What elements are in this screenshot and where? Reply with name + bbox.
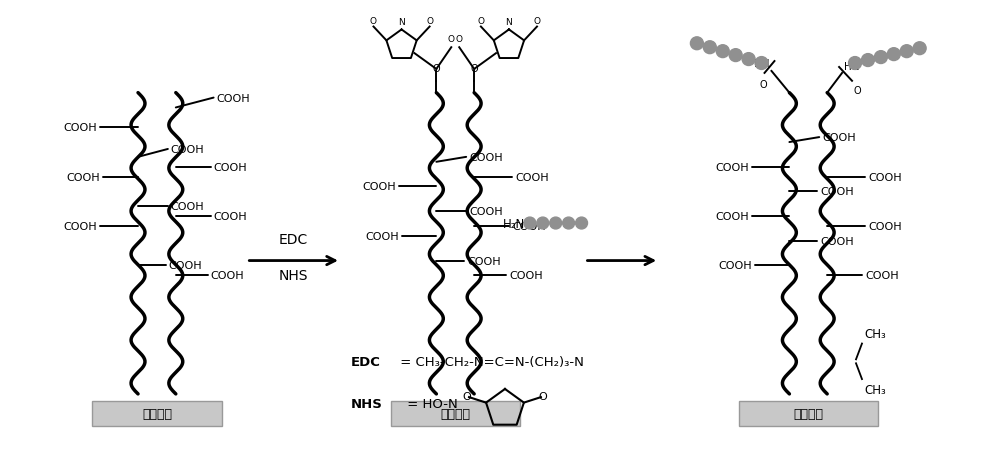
- Text: COOH: COOH: [214, 212, 247, 221]
- Text: O: O: [370, 17, 377, 26]
- Text: COOH: COOH: [718, 261, 752, 271]
- Circle shape: [742, 54, 755, 66]
- Circle shape: [537, 218, 549, 230]
- Circle shape: [703, 41, 716, 55]
- Text: H₂N: H₂N: [503, 217, 525, 230]
- Circle shape: [550, 218, 562, 230]
- Text: N: N: [398, 18, 405, 28]
- Text: CH₃: CH₃: [864, 327, 886, 340]
- Text: = CH₃-CH₂-N=C=N-(CH₂)₃-N: = CH₃-CH₂-N=C=N-(CH₂)₃-N: [396, 355, 583, 368]
- Text: COOH: COOH: [362, 182, 396, 192]
- FancyBboxPatch shape: [391, 401, 520, 427]
- Text: COOH: COOH: [214, 162, 247, 172]
- Text: COOH: COOH: [820, 187, 854, 197]
- Text: O: O: [433, 64, 440, 74]
- Text: O: O: [477, 17, 484, 26]
- Circle shape: [900, 46, 913, 59]
- Text: COOH: COOH: [211, 271, 244, 281]
- Text: 改性硅胶: 改性硅胶: [142, 407, 172, 420]
- Text: COOH: COOH: [715, 162, 749, 172]
- Text: NHS: NHS: [279, 269, 308, 283]
- Text: EDC: EDC: [351, 355, 381, 368]
- Text: COOH: COOH: [515, 172, 549, 182]
- Text: COOH: COOH: [67, 172, 100, 182]
- Text: 改性硅胶: 改性硅胶: [793, 407, 823, 420]
- Text: HN: HN: [844, 62, 860, 72]
- Text: CH₃: CH₃: [864, 383, 886, 396]
- Text: COOH: COOH: [715, 212, 749, 221]
- Text: COOH: COOH: [365, 231, 399, 241]
- Text: COOH: COOH: [820, 236, 854, 246]
- Circle shape: [874, 51, 887, 64]
- Text: EDC: EDC: [279, 232, 308, 246]
- Text: COOH: COOH: [469, 152, 503, 162]
- Text: COOH: COOH: [64, 123, 97, 133]
- Text: 改性硅胶: 改性硅胶: [440, 407, 470, 420]
- Circle shape: [861, 55, 874, 67]
- Text: COOH: COOH: [865, 271, 899, 281]
- Text: NHS: NHS: [351, 397, 383, 410]
- Text: O: O: [534, 17, 541, 26]
- Text: = HO-N: = HO-N: [403, 397, 457, 410]
- Circle shape: [576, 218, 588, 230]
- Text: COOH: COOH: [217, 93, 250, 103]
- Text: O: O: [448, 35, 455, 44]
- Circle shape: [563, 218, 575, 230]
- Text: O: O: [760, 80, 767, 90]
- Circle shape: [755, 57, 768, 70]
- Text: COOH: COOH: [512, 221, 546, 231]
- Text: COOH: COOH: [171, 202, 204, 212]
- Text: O: O: [463, 391, 472, 401]
- Text: O: O: [470, 64, 478, 74]
- Circle shape: [524, 218, 536, 230]
- Circle shape: [849, 57, 861, 70]
- FancyBboxPatch shape: [739, 401, 878, 427]
- Text: COOH: COOH: [868, 172, 902, 182]
- Text: COOH: COOH: [822, 133, 856, 143]
- Text: COOH: COOH: [868, 221, 902, 231]
- Text: O: O: [853, 86, 861, 96]
- Text: COOH: COOH: [169, 261, 202, 271]
- Circle shape: [716, 46, 729, 59]
- Text: COOH: COOH: [469, 207, 503, 216]
- Text: O: O: [538, 391, 547, 401]
- Text: N: N: [506, 18, 512, 28]
- Text: O: O: [426, 17, 433, 26]
- Circle shape: [729, 50, 742, 62]
- Text: COOH: COOH: [171, 145, 204, 155]
- Text: COOH: COOH: [509, 271, 543, 281]
- Circle shape: [887, 49, 900, 61]
- Circle shape: [913, 43, 926, 55]
- FancyBboxPatch shape: [92, 401, 222, 427]
- Circle shape: [690, 38, 703, 51]
- Text: COOH: COOH: [64, 221, 97, 231]
- Text: COOH: COOH: [467, 256, 501, 266]
- Text: O: O: [456, 35, 463, 44]
- Text: NH: NH: [754, 59, 769, 69]
